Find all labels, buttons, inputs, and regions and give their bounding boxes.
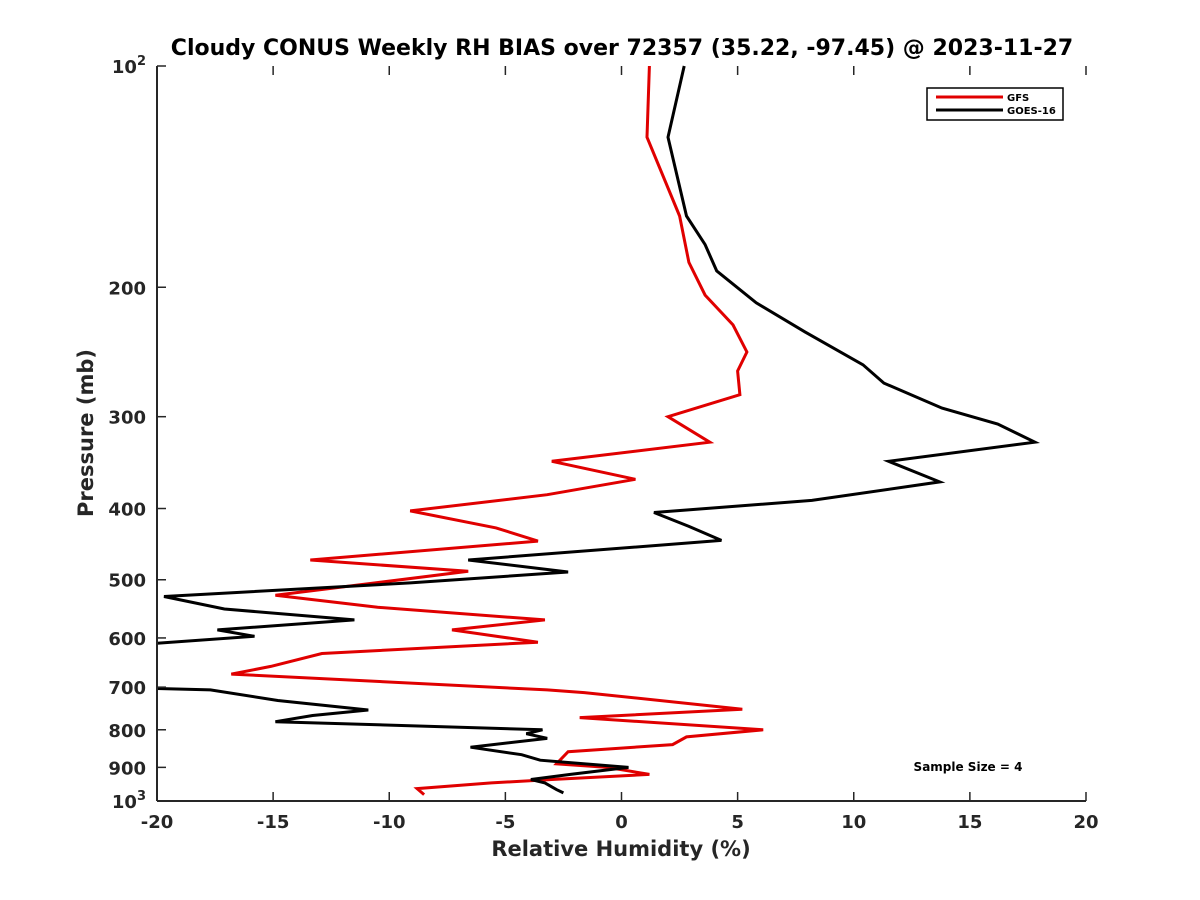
x-tick-label: -5 <box>495 812 515 833</box>
legend: GFS GOES-16 <box>926 87 1064 121</box>
y-tick-label: 700 <box>108 678 146 699</box>
legend-label-gfs: GFS <box>1007 93 1029 104</box>
legend-box <box>926 87 1064 121</box>
y-tick-group: 102 200 300 400 500 600 700 800 900 103 <box>108 54 166 813</box>
y-axis-label: Pressure (mb) <box>74 349 98 517</box>
y-tick-label: 300 <box>108 408 146 429</box>
y-tick-label: 400 <box>108 500 146 521</box>
series-line-gfs <box>231 65 764 796</box>
x-tick-label: 5 <box>731 812 744 833</box>
y-tick-label: 900 <box>108 758 146 779</box>
chart-title: Cloudy CONUS Weekly RH BIAS over 72357 (… <box>171 36 1073 61</box>
x-tick-label: 15 <box>957 812 982 833</box>
y-tick-label: 200 <box>108 278 146 299</box>
series-layer <box>157 65 1041 796</box>
x-axis-label: Relative Humidity (%) <box>491 837 750 861</box>
x-tick-label: 10 <box>841 812 866 833</box>
y-tick-label: 103 <box>112 789 146 813</box>
y-tick-label: 600 <box>108 629 146 650</box>
x-tick-label: -10 <box>373 812 406 833</box>
y-tick-label: 800 <box>108 721 146 742</box>
x-tick-label: -20 <box>141 812 174 833</box>
x-tick-label: -15 <box>257 812 290 833</box>
x-tick-group: -20 -15 -10 -5 0 5 10 15 20 <box>141 66 1099 833</box>
sample-size-annotation: Sample Size = 4 <box>914 760 1023 774</box>
y-tick-label: 500 <box>108 571 146 592</box>
x-tick-label: 0 <box>615 812 628 833</box>
series-line-goes16 <box>157 65 1041 795</box>
x-tick-label: 20 <box>1073 812 1098 833</box>
y-tick-label: 102 <box>112 54 146 78</box>
legend-label-goes16: GOES-16 <box>1007 106 1056 117</box>
